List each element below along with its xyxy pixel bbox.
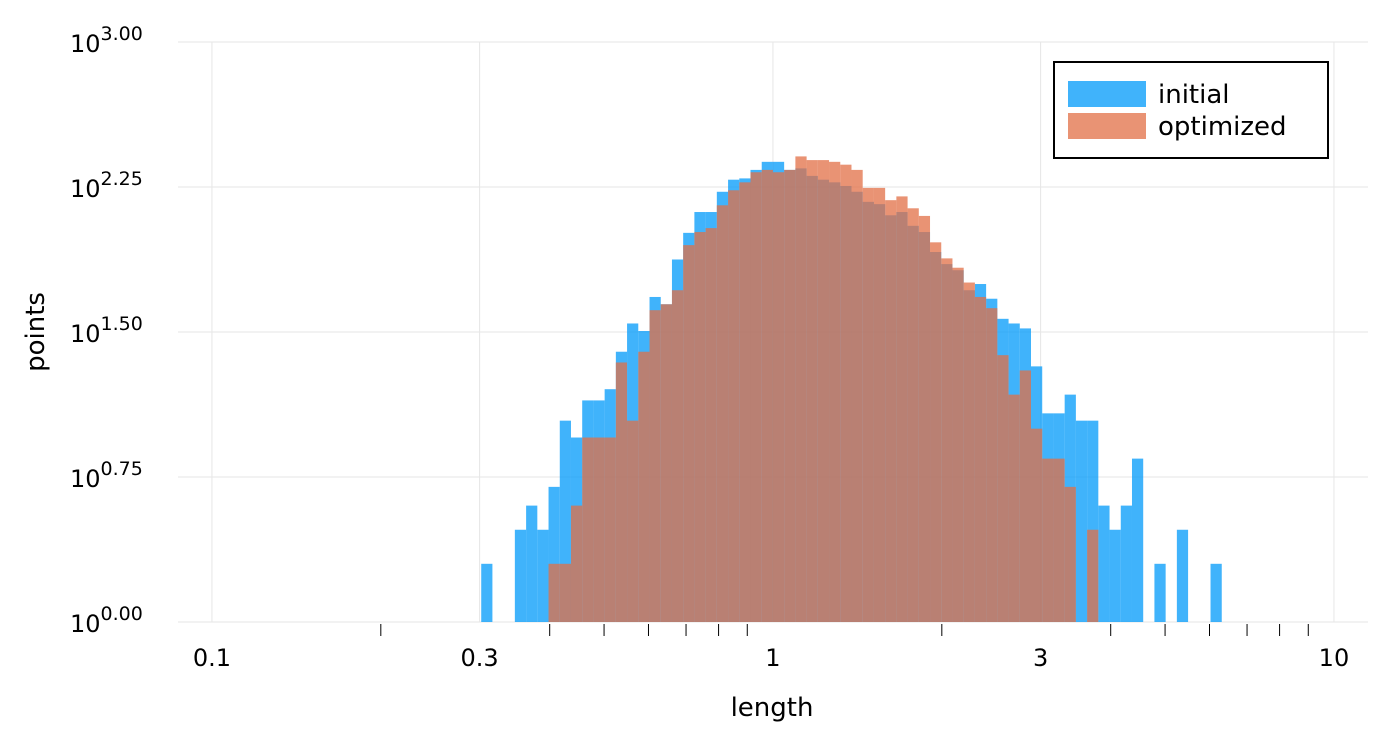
histogram-bar [481, 563, 493, 622]
x-tick-label: 0.1 [193, 644, 231, 672]
histogram-bar [627, 420, 639, 622]
y-tick-label: 102.25 [70, 168, 143, 203]
histogram-bar [1154, 563, 1166, 622]
y-tick-exponent: 0.75 [101, 458, 143, 480]
histogram-bar [963, 282, 975, 622]
histogram-bar [582, 437, 594, 622]
x-tick-label: 1 [765, 644, 780, 672]
histogram-bar [851, 169, 863, 622]
histogram-bar [986, 308, 998, 622]
y-tick-label: 101.50 [70, 313, 143, 348]
histogram-bar [705, 228, 717, 623]
histogram-bar [1075, 420, 1088, 622]
histogram-bar [1120, 505, 1132, 622]
histogram-bar [1008, 394, 1020, 622]
histogram-bar [941, 258, 953, 622]
histogram-bar [918, 215, 931, 623]
histogram-bar [716, 205, 729, 622]
histogram-bar [537, 529, 549, 622]
histogram-bar [570, 505, 583, 622]
histogram-bar [604, 437, 616, 622]
x-tick-label: 0.3 [461, 644, 499, 672]
histogram-bar [660, 304, 672, 622]
y-tick-exponent: 0.00 [101, 603, 143, 625]
histogram-bar [514, 529, 527, 622]
histogram-bar [548, 563, 560, 622]
histogram-bar [862, 187, 874, 622]
histogram-bar [1064, 486, 1076, 622]
x-tick-label: 10 [1319, 644, 1350, 672]
legend-swatch [1068, 113, 1146, 139]
histogram-bar [1109, 529, 1121, 622]
histogram-bar [761, 169, 773, 622]
y-tick-exponent: 3.00 [101, 23, 143, 45]
histogram-bar [593, 437, 605, 622]
histogram-bar [772, 172, 785, 622]
histogram-bar [638, 351, 650, 622]
y-tick-label: 100.00 [70, 603, 143, 638]
histogram-bar [1031, 428, 1043, 622]
histogram-bar [806, 160, 818, 623]
histogram-bar [728, 190, 740, 622]
histogram-bar [1087, 420, 1099, 622]
legend-label: initial [1158, 80, 1230, 110]
y-axis-label: points [21, 292, 51, 372]
y-tick-exponent: 1.50 [101, 313, 143, 335]
histogram-bar [694, 232, 706, 622]
histogram-bar [817, 160, 830, 623]
histogram-bar [683, 245, 695, 623]
histogram-bar [829, 161, 841, 623]
legend-label: optimized [1158, 112, 1287, 142]
y-tick-exponent: 2.25 [101, 168, 143, 190]
histogram-bar [907, 208, 919, 622]
histogram-bar [952, 267, 964, 622]
histogram-bar [649, 310, 661, 622]
histogram-bar [671, 290, 684, 622]
histogram-bar [739, 182, 751, 623]
histogram-bar [997, 355, 1009, 622]
histogram-bar [974, 296, 987, 622]
histogram-bar [1210, 563, 1222, 622]
histogram-bar [1042, 458, 1054, 622]
histogram-bar [1019, 370, 1032, 622]
histogram-bar [1053, 458, 1065, 622]
legend-swatch [1068, 81, 1146, 107]
histogram-bar [548, 486, 560, 622]
histogram-bar [750, 172, 762, 622]
histogram-bar [559, 420, 571, 622]
histogram-bar [784, 169, 796, 622]
x-tick-label: 3 [1033, 644, 1048, 672]
histogram-bar [885, 200, 897, 622]
histogram-bar [930, 242, 942, 622]
histogram-bar [1087, 529, 1099, 622]
histogram-bar [559, 563, 571, 622]
y-tick-label: 100.75 [70, 458, 143, 493]
histogram-bar [795, 156, 807, 623]
histogram-bar [840, 164, 852, 623]
histogram-bar [896, 196, 908, 623]
x-axis-label: length [731, 693, 814, 723]
histogram-bar [1176, 529, 1189, 622]
histogram-bar [526, 505, 538, 622]
histogram-bar [615, 362, 628, 622]
histogram-bar [1098, 505, 1110, 622]
legend-box [1053, 61, 1329, 159]
histogram-bar [1131, 458, 1144, 622]
y-tick-label: 103.00 [70, 23, 143, 58]
histogram-bar [873, 187, 886, 622]
